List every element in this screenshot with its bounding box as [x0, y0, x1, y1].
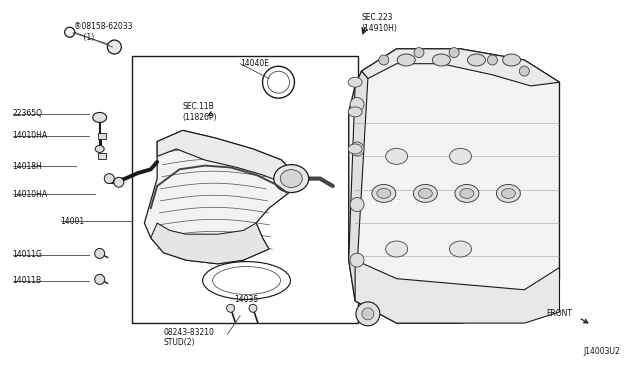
Circle shape: [488, 55, 497, 65]
Text: SEC.11B
(11826P): SEC.11B (11826P): [182, 102, 216, 122]
Polygon shape: [349, 71, 368, 301]
Text: 14011G: 14011G: [12, 250, 42, 259]
Ellipse shape: [455, 185, 479, 202]
Text: 08243-83210
STUD(2): 08243-83210 STUD(2): [164, 327, 214, 347]
Ellipse shape: [386, 148, 408, 164]
Circle shape: [249, 304, 257, 312]
Text: 22365Q: 22365Q: [12, 109, 42, 118]
Circle shape: [350, 198, 364, 212]
Polygon shape: [362, 49, 559, 86]
Ellipse shape: [413, 185, 437, 202]
Ellipse shape: [449, 148, 472, 164]
Polygon shape: [145, 131, 294, 264]
Text: 14035: 14035: [234, 295, 258, 304]
Circle shape: [449, 48, 459, 58]
Circle shape: [362, 308, 374, 320]
Ellipse shape: [433, 54, 451, 66]
Text: 14011B: 14011B: [12, 276, 42, 285]
Ellipse shape: [501, 189, 515, 198]
Ellipse shape: [348, 77, 362, 87]
Ellipse shape: [372, 185, 396, 202]
Circle shape: [114, 177, 124, 187]
Bar: [98, 133, 106, 139]
Bar: [98, 153, 106, 159]
Ellipse shape: [502, 54, 520, 66]
Circle shape: [350, 253, 364, 267]
Ellipse shape: [348, 144, 362, 154]
Circle shape: [379, 55, 389, 65]
Polygon shape: [349, 49, 559, 323]
Text: J14003U2: J14003U2: [584, 347, 620, 356]
Ellipse shape: [449, 241, 472, 257]
Ellipse shape: [397, 54, 415, 66]
Ellipse shape: [460, 189, 474, 198]
Ellipse shape: [386, 241, 408, 257]
Text: 14010HA: 14010HA: [12, 190, 47, 199]
Text: SEC.223
(14910H): SEC.223 (14910H): [362, 13, 397, 33]
Circle shape: [350, 142, 364, 156]
Circle shape: [108, 40, 122, 54]
Text: ®08158-62033
    (1): ®08158-62033 (1): [74, 22, 132, 42]
Circle shape: [520, 66, 529, 76]
Text: 14040E: 14040E: [240, 59, 269, 68]
Text: FRONT: FRONT: [547, 310, 573, 318]
Polygon shape: [151, 223, 269, 264]
Circle shape: [350, 97, 364, 112]
Circle shape: [95, 248, 105, 259]
Bar: [132, 56, 358, 323]
Circle shape: [356, 302, 380, 326]
Ellipse shape: [497, 185, 520, 202]
Ellipse shape: [419, 189, 433, 198]
Circle shape: [104, 174, 115, 183]
Text: 14001: 14001: [60, 217, 84, 226]
Ellipse shape: [467, 54, 486, 66]
Polygon shape: [355, 260, 559, 323]
Circle shape: [95, 275, 105, 284]
Ellipse shape: [377, 189, 391, 198]
Polygon shape: [157, 131, 294, 186]
Circle shape: [227, 304, 235, 312]
Ellipse shape: [93, 112, 107, 122]
Ellipse shape: [280, 170, 302, 187]
Text: 14010HA: 14010HA: [12, 131, 47, 141]
Circle shape: [414, 48, 424, 58]
Ellipse shape: [348, 107, 362, 117]
Text: 14018H: 14018H: [12, 162, 42, 171]
Ellipse shape: [95, 145, 104, 153]
Ellipse shape: [274, 165, 308, 193]
